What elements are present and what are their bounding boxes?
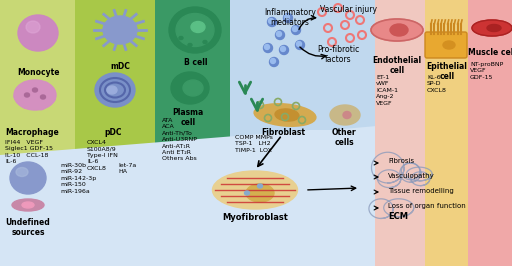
FancyBboxPatch shape: [425, 32, 467, 58]
Polygon shape: [470, 0, 512, 266]
Ellipse shape: [212, 171, 297, 209]
Ellipse shape: [183, 80, 203, 96]
Polygon shape: [155, 0, 230, 155]
Polygon shape: [0, 130, 512, 266]
Ellipse shape: [40, 82, 49, 88]
Ellipse shape: [179, 36, 183, 39]
Text: Other
cells: Other cells: [332, 128, 356, 147]
Ellipse shape: [258, 184, 263, 188]
Ellipse shape: [276, 31, 282, 36]
Polygon shape: [75, 0, 155, 153]
Ellipse shape: [23, 82, 31, 88]
Ellipse shape: [291, 26, 301, 35]
Ellipse shape: [264, 44, 272, 52]
Ellipse shape: [280, 45, 288, 55]
Text: Vasculopathy: Vasculopathy: [388, 173, 435, 179]
Ellipse shape: [203, 40, 207, 44]
Ellipse shape: [269, 57, 279, 66]
Text: pDC: pDC: [104, 128, 122, 137]
Polygon shape: [225, 155, 375, 266]
Ellipse shape: [12, 199, 44, 211]
Polygon shape: [75, 0, 160, 155]
Text: Fibrosis: Fibrosis: [388, 158, 414, 164]
Polygon shape: [0, 0, 75, 160]
Ellipse shape: [25, 93, 30, 97]
Text: COMP MMPs
TSP-1   LH2
TIMP-1  LOX: COMP MMPs TSP-1 LH2 TIMP-1 LOX: [235, 135, 273, 153]
Ellipse shape: [284, 14, 292, 23]
Polygon shape: [468, 0, 512, 135]
Ellipse shape: [23, 102, 30, 108]
Ellipse shape: [275, 109, 299, 121]
Text: Macrophage: Macrophage: [5, 128, 59, 137]
Ellipse shape: [487, 24, 501, 31]
Text: IFI44   VEGF
Siglec1 GDF-15
IL-10   CCL-18
IL-6: IFI44 VEGF Siglec1 GDF-15 IL-10 CCL-18 I…: [5, 140, 53, 164]
Text: ET-1
vWF
ICAM-1
Ang-2
VEGF: ET-1 vWF ICAM-1 Ang-2 VEGF: [376, 75, 398, 106]
Ellipse shape: [443, 41, 455, 49]
Ellipse shape: [171, 72, 209, 104]
Ellipse shape: [169, 7, 221, 53]
Polygon shape: [375, 0, 425, 135]
Ellipse shape: [18, 15, 58, 51]
Polygon shape: [425, 0, 470, 266]
Polygon shape: [230, 0, 375, 139]
Ellipse shape: [32, 88, 37, 92]
Ellipse shape: [285, 15, 289, 19]
Text: ECM: ECM: [388, 212, 408, 221]
Polygon shape: [0, 130, 310, 266]
Ellipse shape: [246, 184, 274, 202]
Ellipse shape: [14, 93, 22, 100]
Ellipse shape: [37, 103, 45, 110]
Ellipse shape: [371, 19, 423, 41]
Ellipse shape: [281, 47, 286, 52]
Ellipse shape: [296, 41, 302, 47]
Polygon shape: [375, 0, 425, 266]
Ellipse shape: [267, 18, 276, 27]
Ellipse shape: [95, 73, 135, 107]
Polygon shape: [425, 0, 468, 135]
Text: CXCL4
S100A8/9
Type-I IFN
IL-6
CXCL8: CXCL4 S100A8/9 Type-I IFN IL-6 CXCL8: [87, 140, 118, 171]
Polygon shape: [425, 135, 468, 266]
Text: ATA
ACA
Anti-Th/To
Anti-U3RNP
Anti-AT₁R
Anti ET₂R
Others Abs: ATA ACA Anti-Th/To Anti-U3RNP Anti-AT₁R …: [162, 118, 198, 161]
Ellipse shape: [268, 19, 273, 23]
Ellipse shape: [275, 31, 285, 39]
Text: Undefined
sources: Undefined sources: [6, 218, 50, 237]
Ellipse shape: [270, 59, 275, 64]
Text: Fibroblast: Fibroblast: [261, 128, 305, 137]
Ellipse shape: [47, 95, 55, 102]
Text: Muscle cell: Muscle cell: [468, 48, 512, 57]
Text: NT-proBNP
VEGF
GDF-15: NT-proBNP VEGF GDF-15: [470, 62, 503, 80]
Ellipse shape: [16, 168, 28, 177]
Text: mDC: mDC: [110, 62, 130, 71]
Polygon shape: [375, 135, 425, 266]
Text: Epithelial
cell: Epithelial cell: [426, 62, 467, 81]
Ellipse shape: [343, 111, 351, 118]
Ellipse shape: [292, 27, 297, 31]
Ellipse shape: [265, 44, 269, 49]
Ellipse shape: [26, 21, 40, 33]
Text: Myofibroblast: Myofibroblast: [222, 213, 288, 222]
Polygon shape: [310, 130, 375, 266]
Text: Monocyte: Monocyte: [17, 68, 59, 77]
Ellipse shape: [245, 191, 249, 195]
Text: Tissue remodelling: Tissue remodelling: [388, 188, 454, 194]
Ellipse shape: [254, 104, 316, 126]
Ellipse shape: [188, 44, 192, 47]
Text: Inflammatory
mediators: Inflammatory mediators: [264, 8, 316, 27]
Text: Loss of organ function: Loss of organ function: [388, 203, 466, 209]
Polygon shape: [155, 0, 230, 146]
Ellipse shape: [390, 24, 408, 36]
Text: Plasma
cell: Plasma cell: [173, 108, 204, 127]
Ellipse shape: [295, 40, 305, 49]
Ellipse shape: [40, 95, 46, 99]
Text: KL-6
SP-D
CXCL8: KL-6 SP-D CXCL8: [427, 75, 447, 93]
Text: Pro-fibrotic
factors: Pro-fibrotic factors: [317, 45, 359, 64]
Ellipse shape: [107, 86, 117, 94]
Ellipse shape: [10, 162, 46, 194]
Ellipse shape: [330, 105, 360, 125]
Text: let-7a
HA: let-7a HA: [118, 163, 136, 174]
Text: Vascular injury: Vascular injury: [319, 5, 376, 14]
Ellipse shape: [103, 16, 137, 44]
Text: miR-30b
miR-92
miR-142-3p
miR-150
miR-196a: miR-30b miR-92 miR-142-3p miR-150 miR-19…: [60, 163, 96, 194]
Ellipse shape: [14, 80, 56, 110]
